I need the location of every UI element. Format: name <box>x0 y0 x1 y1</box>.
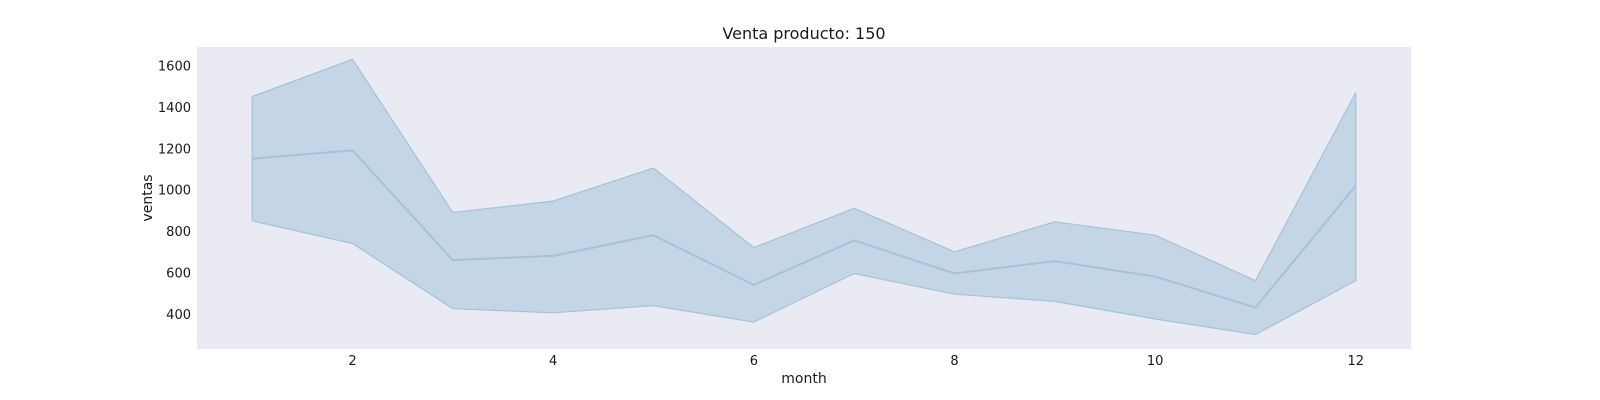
y-axis-ticks: 400 600 800 1000 1200 1400 1600 <box>158 60 191 323</box>
x-tick-label: 4 <box>549 354 557 369</box>
series-line-layer <box>252 149 1357 309</box>
chart-title: Venta producto: 150 <box>722 24 885 43</box>
y-tick-label: 1600 <box>158 60 191 75</box>
y-tick-label: 1400 <box>158 101 191 116</box>
x-axis-label: month <box>781 371 826 387</box>
y-tick-label: 600 <box>166 266 191 281</box>
y-tick-label: 400 <box>166 308 191 323</box>
x-tick-label: 12 <box>1348 354 1365 369</box>
x-tick-label: 8 <box>950 354 958 369</box>
x-tick-label: 6 <box>750 354 758 369</box>
y-axis-label: ventas <box>140 174 156 221</box>
series-line <box>252 149 1357 309</box>
y-tick-label: 1200 <box>158 142 191 157</box>
y-tick-label: 800 <box>166 225 191 240</box>
x-axis-ticks: 2 4 6 8 10 12 <box>348 354 1364 369</box>
x-tick-label: 10 <box>1147 354 1164 369</box>
y-tick-label: 1000 <box>158 184 191 199</box>
x-tick-label: 2 <box>348 354 356 369</box>
